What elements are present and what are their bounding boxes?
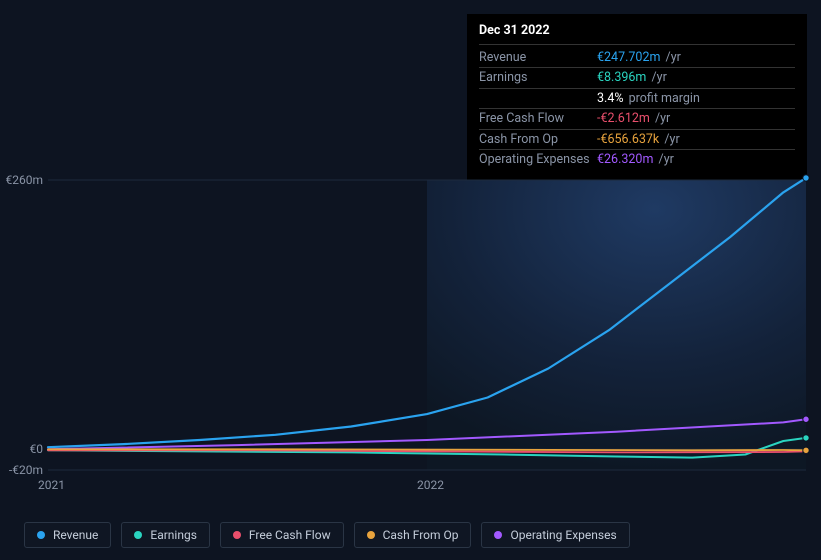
legend-item[interactable]: Cash From Op	[354, 522, 472, 548]
legend-item-label: Operating Expenses	[510, 528, 616, 542]
legend-swatch-icon	[37, 531, 45, 539]
tooltip-row: Revenue€247.702m /yr	[479, 48, 795, 69]
financial-line-chart	[0, 150, 821, 510]
legend-item-label: Earnings	[150, 528, 197, 542]
legend-swatch-icon	[494, 531, 502, 539]
legend: Revenue Earnings Free Cash Flow Cash From O…	[24, 522, 630, 548]
y-axis-tick-label: -€20m	[9, 463, 43, 477]
tooltip-row-label: Earnings	[479, 69, 597, 87]
chart-area: €260m €0 -€20m 2021 2022	[0, 150, 821, 510]
tooltip-row: 3.4% profit margin	[479, 89, 795, 110]
x-axis-tick-label: 2021	[38, 478, 65, 492]
legend-item[interactable]: Earnings	[121, 522, 210, 548]
legend-swatch-icon	[367, 531, 375, 539]
tooltip-date: Dec 31 2022	[479, 22, 795, 45]
tooltip-row-label: Free Cash Flow	[479, 110, 597, 128]
tooltip-row-value: €8.396m /yr	[597, 69, 667, 87]
tooltip-row-value: 3.4% profit margin	[597, 90, 700, 108]
x-axis-tick-label: 2022	[417, 478, 444, 492]
tooltip-row-label: Cash From Op	[479, 131, 597, 149]
legend-item-label: Cash From Op	[383, 528, 459, 542]
legend-item-label: Free Cash Flow	[249, 528, 331, 542]
legend-item[interactable]: Operating Expenses	[481, 522, 629, 548]
legend-item[interactable]: Free Cash Flow	[220, 522, 344, 548]
tooltip-row-label	[479, 90, 597, 108]
legend-item-label: Revenue	[53, 528, 98, 542]
tooltip-row-value: -€2.612m /yr	[597, 110, 670, 128]
y-axis-tick-label: €0	[30, 442, 44, 456]
tooltip-row-value: €247.702m /yr	[597, 49, 681, 67]
tooltip-row-value: -€656.637k /yr	[597, 131, 680, 149]
tooltip-row-label: Revenue	[479, 49, 597, 67]
legend-swatch-icon	[134, 531, 142, 539]
y-axis-tick-label: €260m	[6, 173, 44, 187]
tooltip-row: Cash From Op-€656.637k /yr	[479, 130, 795, 151]
legend-swatch-icon	[233, 531, 241, 539]
tooltip-row: Free Cash Flow-€2.612m /yr	[479, 109, 795, 130]
tooltip-row: Earnings€8.396m /yr	[479, 68, 795, 89]
legend-item[interactable]: Revenue	[24, 522, 111, 548]
